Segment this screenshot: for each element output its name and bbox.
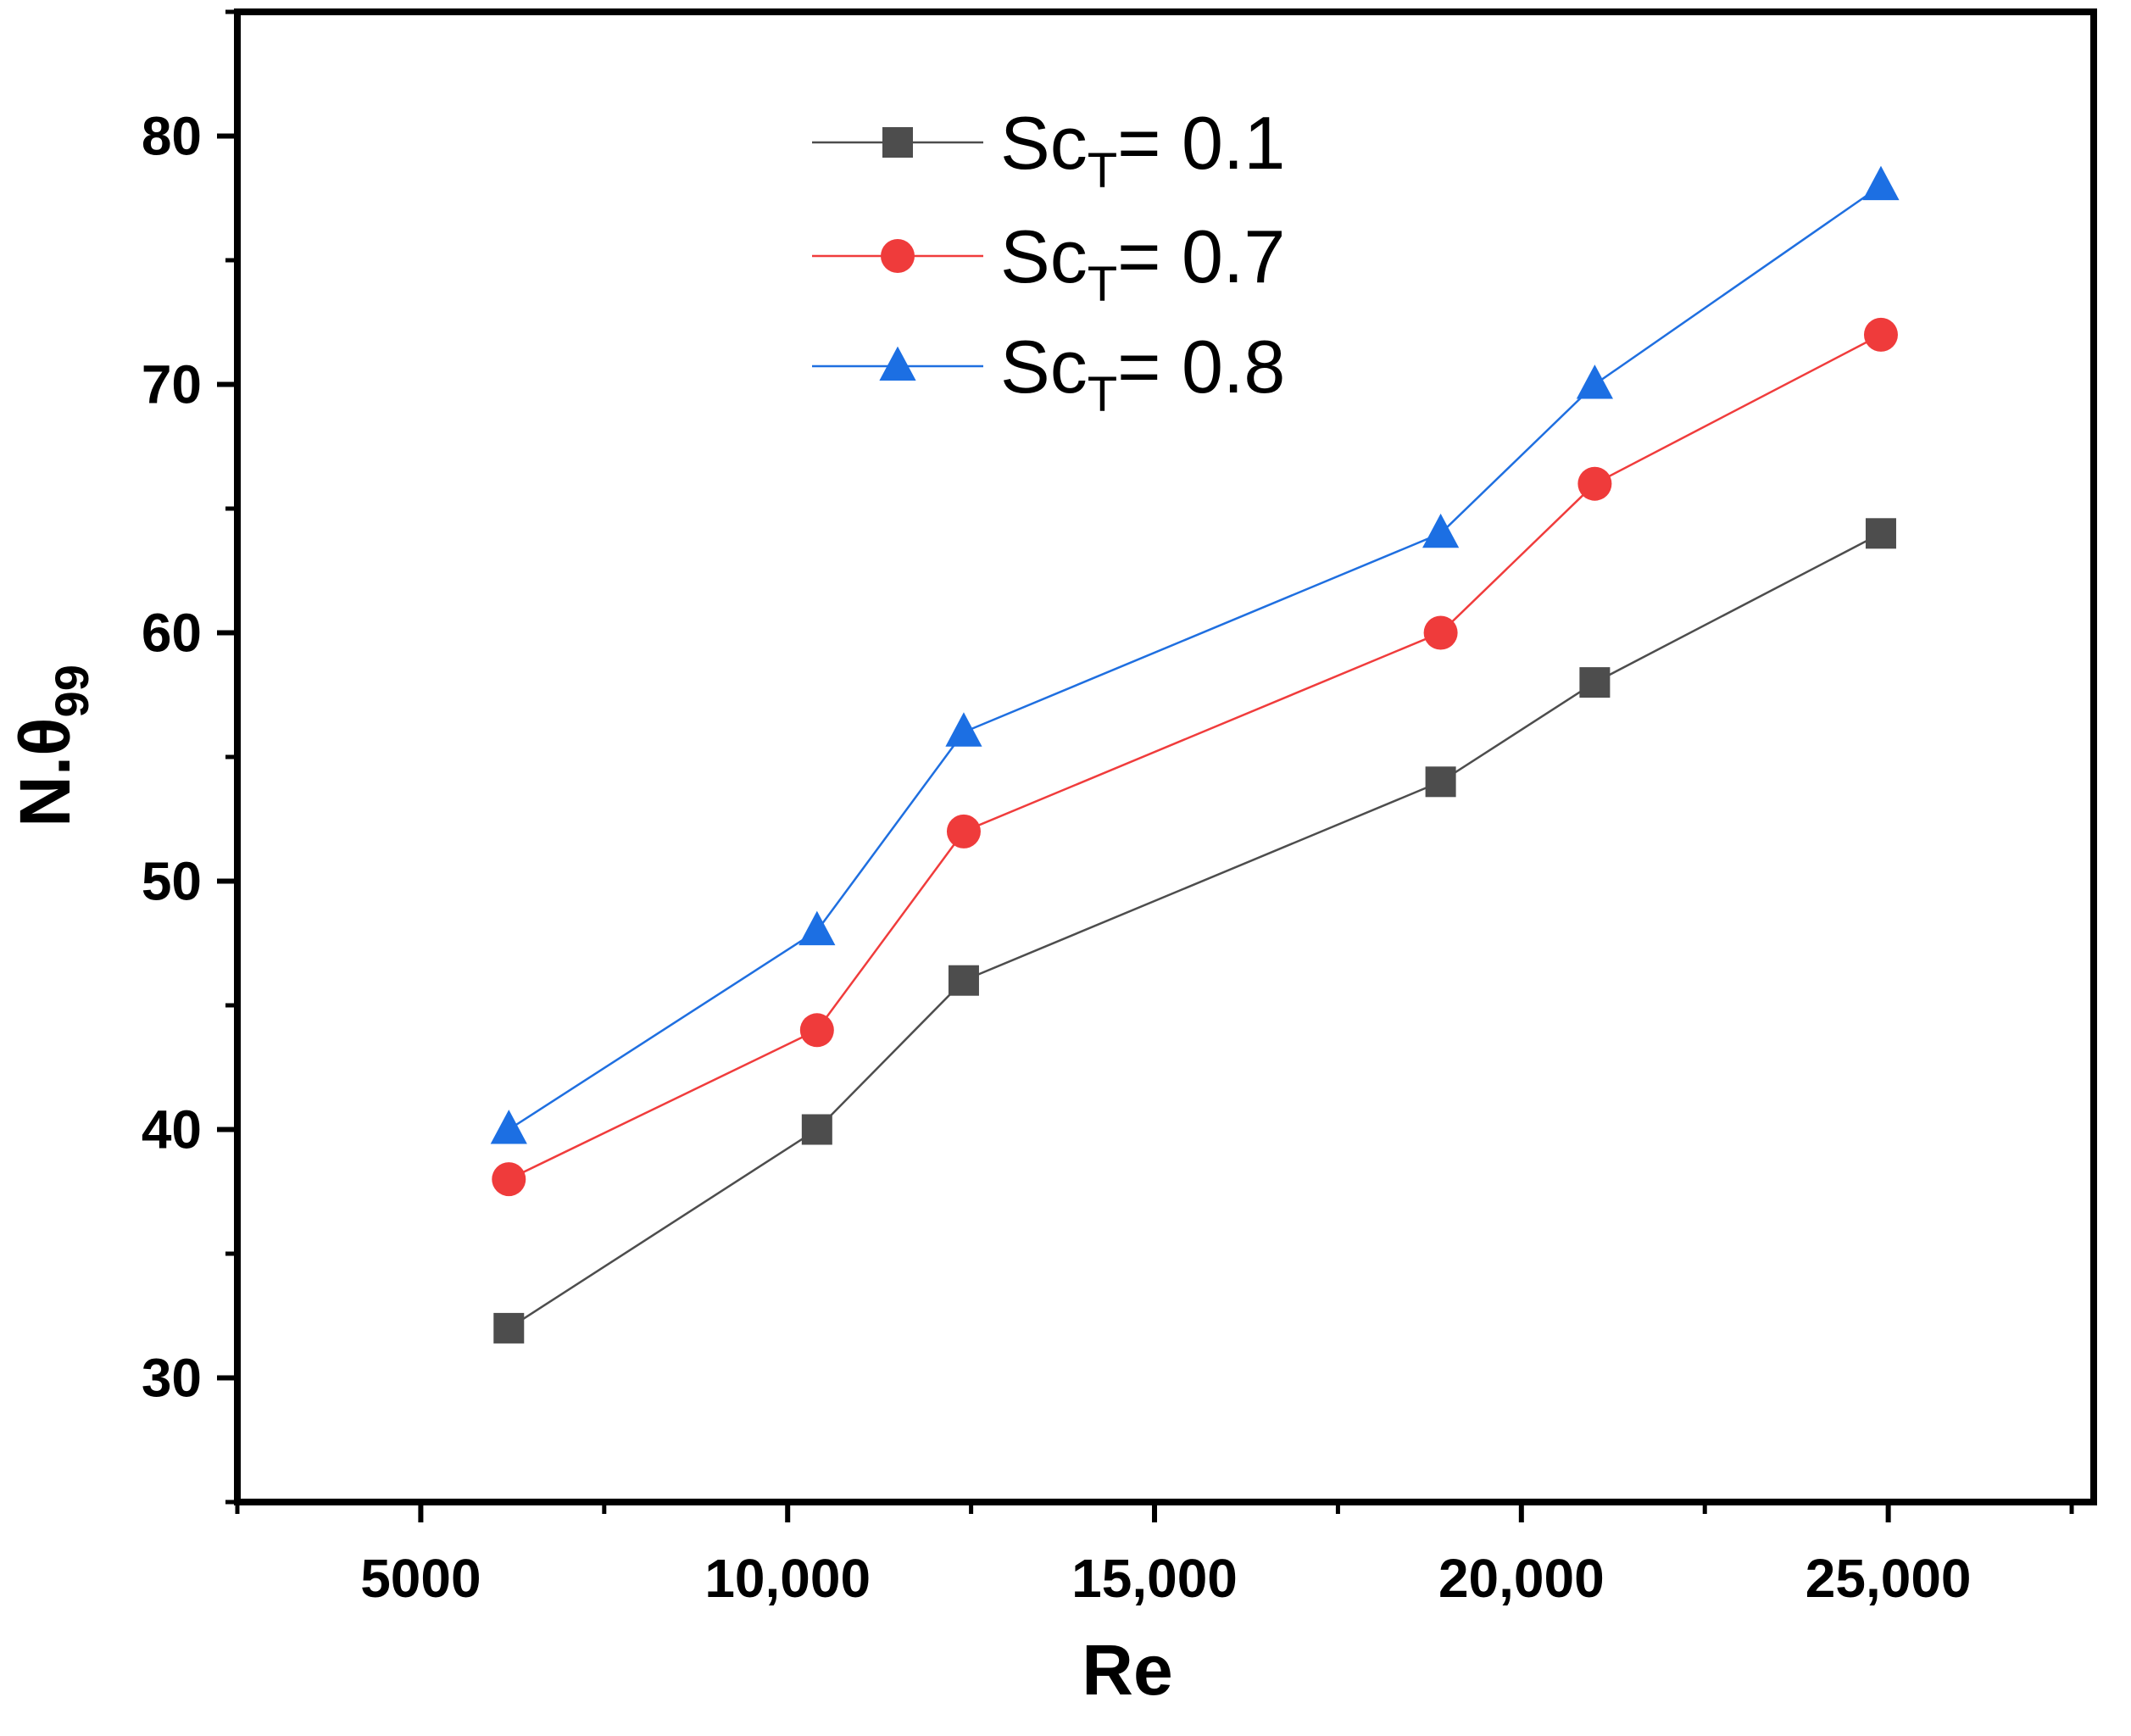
y-axis-title-main: N.θ [5, 717, 85, 826]
series-line-3 [508, 185, 1882, 1131]
series-1-point-3 [948, 965, 979, 996]
series-3-point-4 [1422, 513, 1460, 548]
series-2-point-4 [1423, 615, 1458, 650]
legend-label-3: ScT= 0.8 [1000, 325, 1285, 422]
x-tick-label-20,000: 20,000 [1438, 1548, 1605, 1609]
y-tick-label-80: 80 [142, 106, 202, 167]
series-2-point-3 [946, 814, 981, 849]
series-1-point-2 [801, 1114, 832, 1145]
series-3-point-3 [945, 712, 982, 747]
legend-label-2: ScT= 0.7 [1000, 214, 1285, 312]
y-axis: 30 40 50 60 70 80 [142, 106, 237, 1409]
series-3-point-6 [1862, 165, 1900, 201]
legend-label-value: = 0.8 [1117, 325, 1285, 409]
series-lines [508, 185, 1882, 1329]
y-tick-label-40: 40 [142, 1099, 202, 1160]
series-line-1 [508, 532, 1882, 1329]
legend-label-main: Sc [1000, 214, 1088, 298]
legend-label-value: = 0.1 [1117, 101, 1285, 185]
legend-label-1: ScT= 0.1 [1000, 101, 1285, 198]
legend-label-sub: T [1088, 257, 1117, 312]
legend-label-sub: T [1088, 367, 1117, 422]
y-tick-label-60: 60 [142, 603, 202, 664]
x-minor-ticks [235, 1502, 2074, 1514]
series-line-2 [508, 333, 1882, 1181]
series-2-point-1 [492, 1162, 526, 1197]
series-3-point-1 [490, 1110, 527, 1144]
series-markers [490, 165, 1900, 1344]
y-tick-label-30: 30 [142, 1348, 202, 1409]
legend-marker-1 [882, 127, 913, 158]
legend-label-sub: T [1088, 143, 1117, 198]
legend-label-value: = 0.7 [1117, 214, 1285, 298]
x-tick-label-25,000: 25,000 [1806, 1548, 1972, 1609]
legend-label-main: Sc [1000, 101, 1088, 185]
series-1-point-1 [493, 1312, 525, 1344]
x-tick-label-10,000: 10,000 [704, 1548, 871, 1609]
x-axis-title: Re [1082, 1630, 1172, 1710]
x-tick-label-5000: 5000 [360, 1548, 481, 1609]
y-axis-title-sub: 99 [45, 665, 98, 717]
y-axis-title: N.θ99 [5, 665, 98, 827]
series-3-point-2 [798, 910, 836, 946]
series-1-point-6 [1865, 518, 1896, 549]
legend-label-main: Sc [1000, 325, 1088, 409]
series-2-point-2 [799, 1013, 834, 1048]
series-1-point-5 [1579, 667, 1611, 698]
legend-marker-3 [879, 346, 916, 381]
legend-marker-2 [881, 239, 915, 273]
x-axis: 5000 10,000 15,000 20,000 25,000 [360, 1502, 1972, 1609]
series-1-point-4 [1425, 766, 1456, 798]
series-3-point-5 [1576, 364, 1613, 399]
series-2-point-6 [1863, 317, 1898, 352]
y-tick-label-70: 70 [142, 354, 202, 415]
series-2-point-5 [1577, 466, 1612, 501]
x-tick-label-15,000: 15,000 [1071, 1548, 1238, 1609]
y-tick-label-50: 50 [142, 851, 202, 912]
